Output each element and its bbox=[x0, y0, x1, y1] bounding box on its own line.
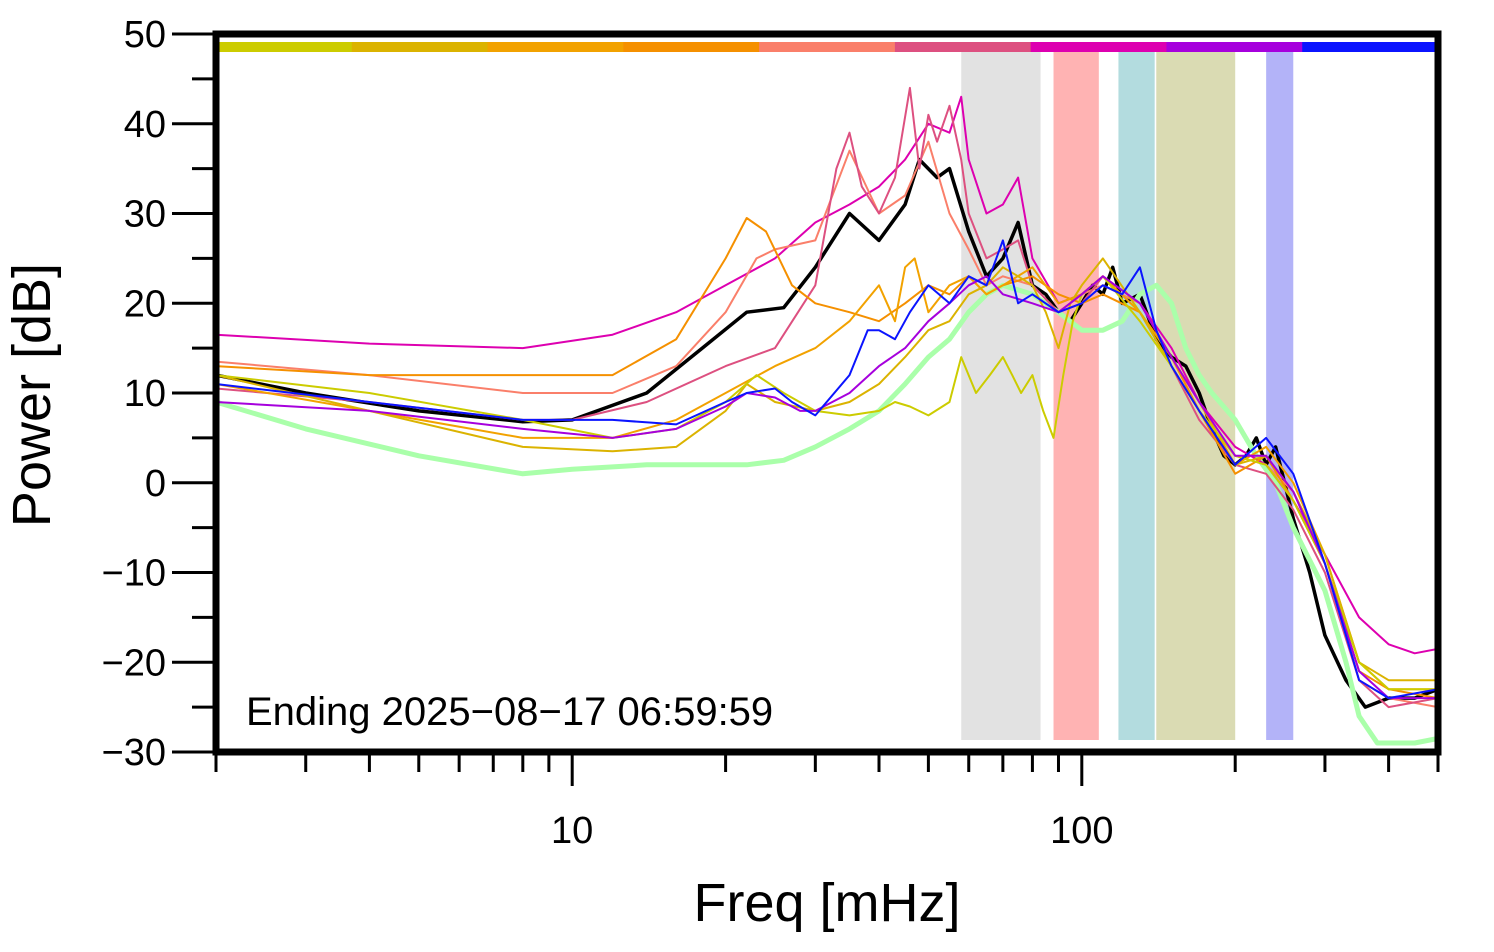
series-line-7 bbox=[216, 257, 1438, 691]
frequency-band-1 bbox=[961, 52, 1041, 740]
series-line-2 bbox=[216, 282, 1438, 746]
y-axis-title: Power [dB] bbox=[2, 263, 62, 527]
y-tick-label: −10 bbox=[102, 553, 166, 595]
y-tick-label: 40 bbox=[124, 104, 166, 146]
color-bar-segment-4 bbox=[623, 42, 760, 52]
ending-timestamp: Ending 2025−08−17 06:59:59 bbox=[246, 690, 773, 734]
color-bar-segment-3 bbox=[487, 42, 624, 52]
x-tick-label: 100 bbox=[1050, 810, 1113, 852]
y-tick-label: 50 bbox=[124, 14, 166, 56]
y-tick-label: 20 bbox=[124, 283, 166, 325]
color-bar-segment-5 bbox=[759, 42, 896, 52]
y-tick-label: 10 bbox=[124, 373, 166, 415]
y-tick-label: 30 bbox=[124, 194, 166, 236]
color-bar-segment-8 bbox=[1166, 42, 1303, 52]
color-bar-segment-6 bbox=[894, 42, 1032, 52]
x-axis: 10 100 bbox=[214, 752, 1440, 852]
color-bar-segment-9 bbox=[1302, 42, 1439, 52]
color-bar-segment-2 bbox=[351, 42, 489, 52]
frequency-band-5 bbox=[1266, 52, 1294, 740]
color-bar-segment-1 bbox=[216, 42, 353, 52]
frequency-band-2 bbox=[1053, 52, 1099, 740]
y-tick-label: −20 bbox=[102, 642, 166, 684]
y-tick-label: −30 bbox=[102, 732, 166, 774]
y-axis: 50 40 30 20 10 0 −10 −20 −30 bbox=[102, 14, 216, 774]
frequency-band-3 bbox=[1118, 52, 1155, 740]
color-bar-segment-7 bbox=[1030, 42, 1167, 52]
time-color-bar bbox=[216, 42, 1439, 52]
series-line-11 bbox=[216, 239, 1438, 700]
y-tick-label: 0 bbox=[145, 463, 166, 505]
x-tick-label: 10 bbox=[551, 810, 593, 852]
x-axis-title: Freq [mHz] bbox=[693, 873, 960, 933]
spectrum-series bbox=[216, 86, 1438, 746]
